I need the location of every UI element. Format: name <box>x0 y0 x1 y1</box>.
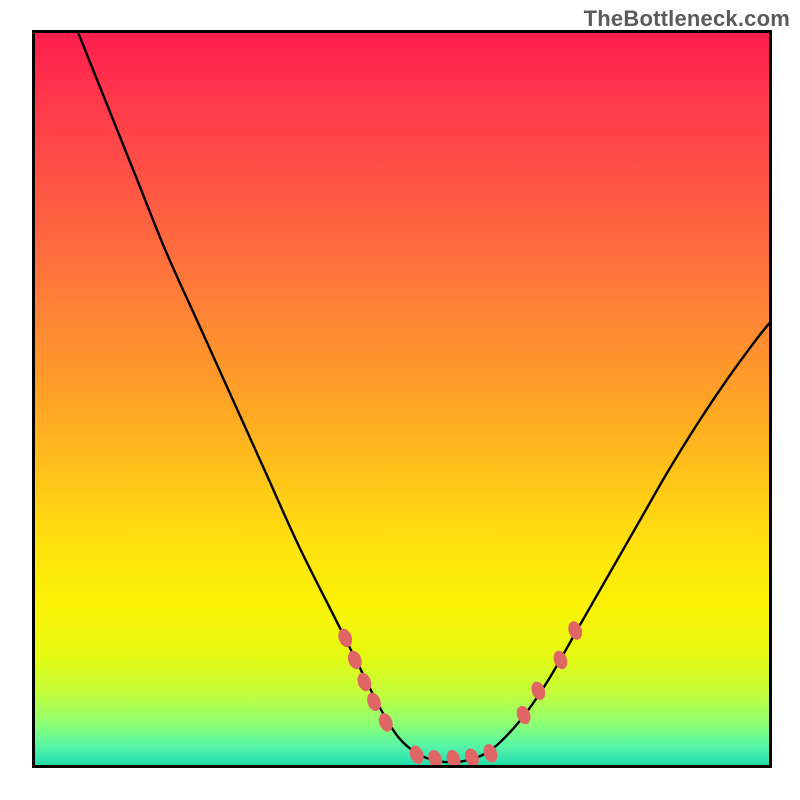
bottleneck-curve-chart <box>32 30 772 768</box>
chart-background <box>34 32 771 767</box>
watermark-text: TheBottleneck.com <box>584 6 790 32</box>
chart-frame <box>32 30 772 768</box>
